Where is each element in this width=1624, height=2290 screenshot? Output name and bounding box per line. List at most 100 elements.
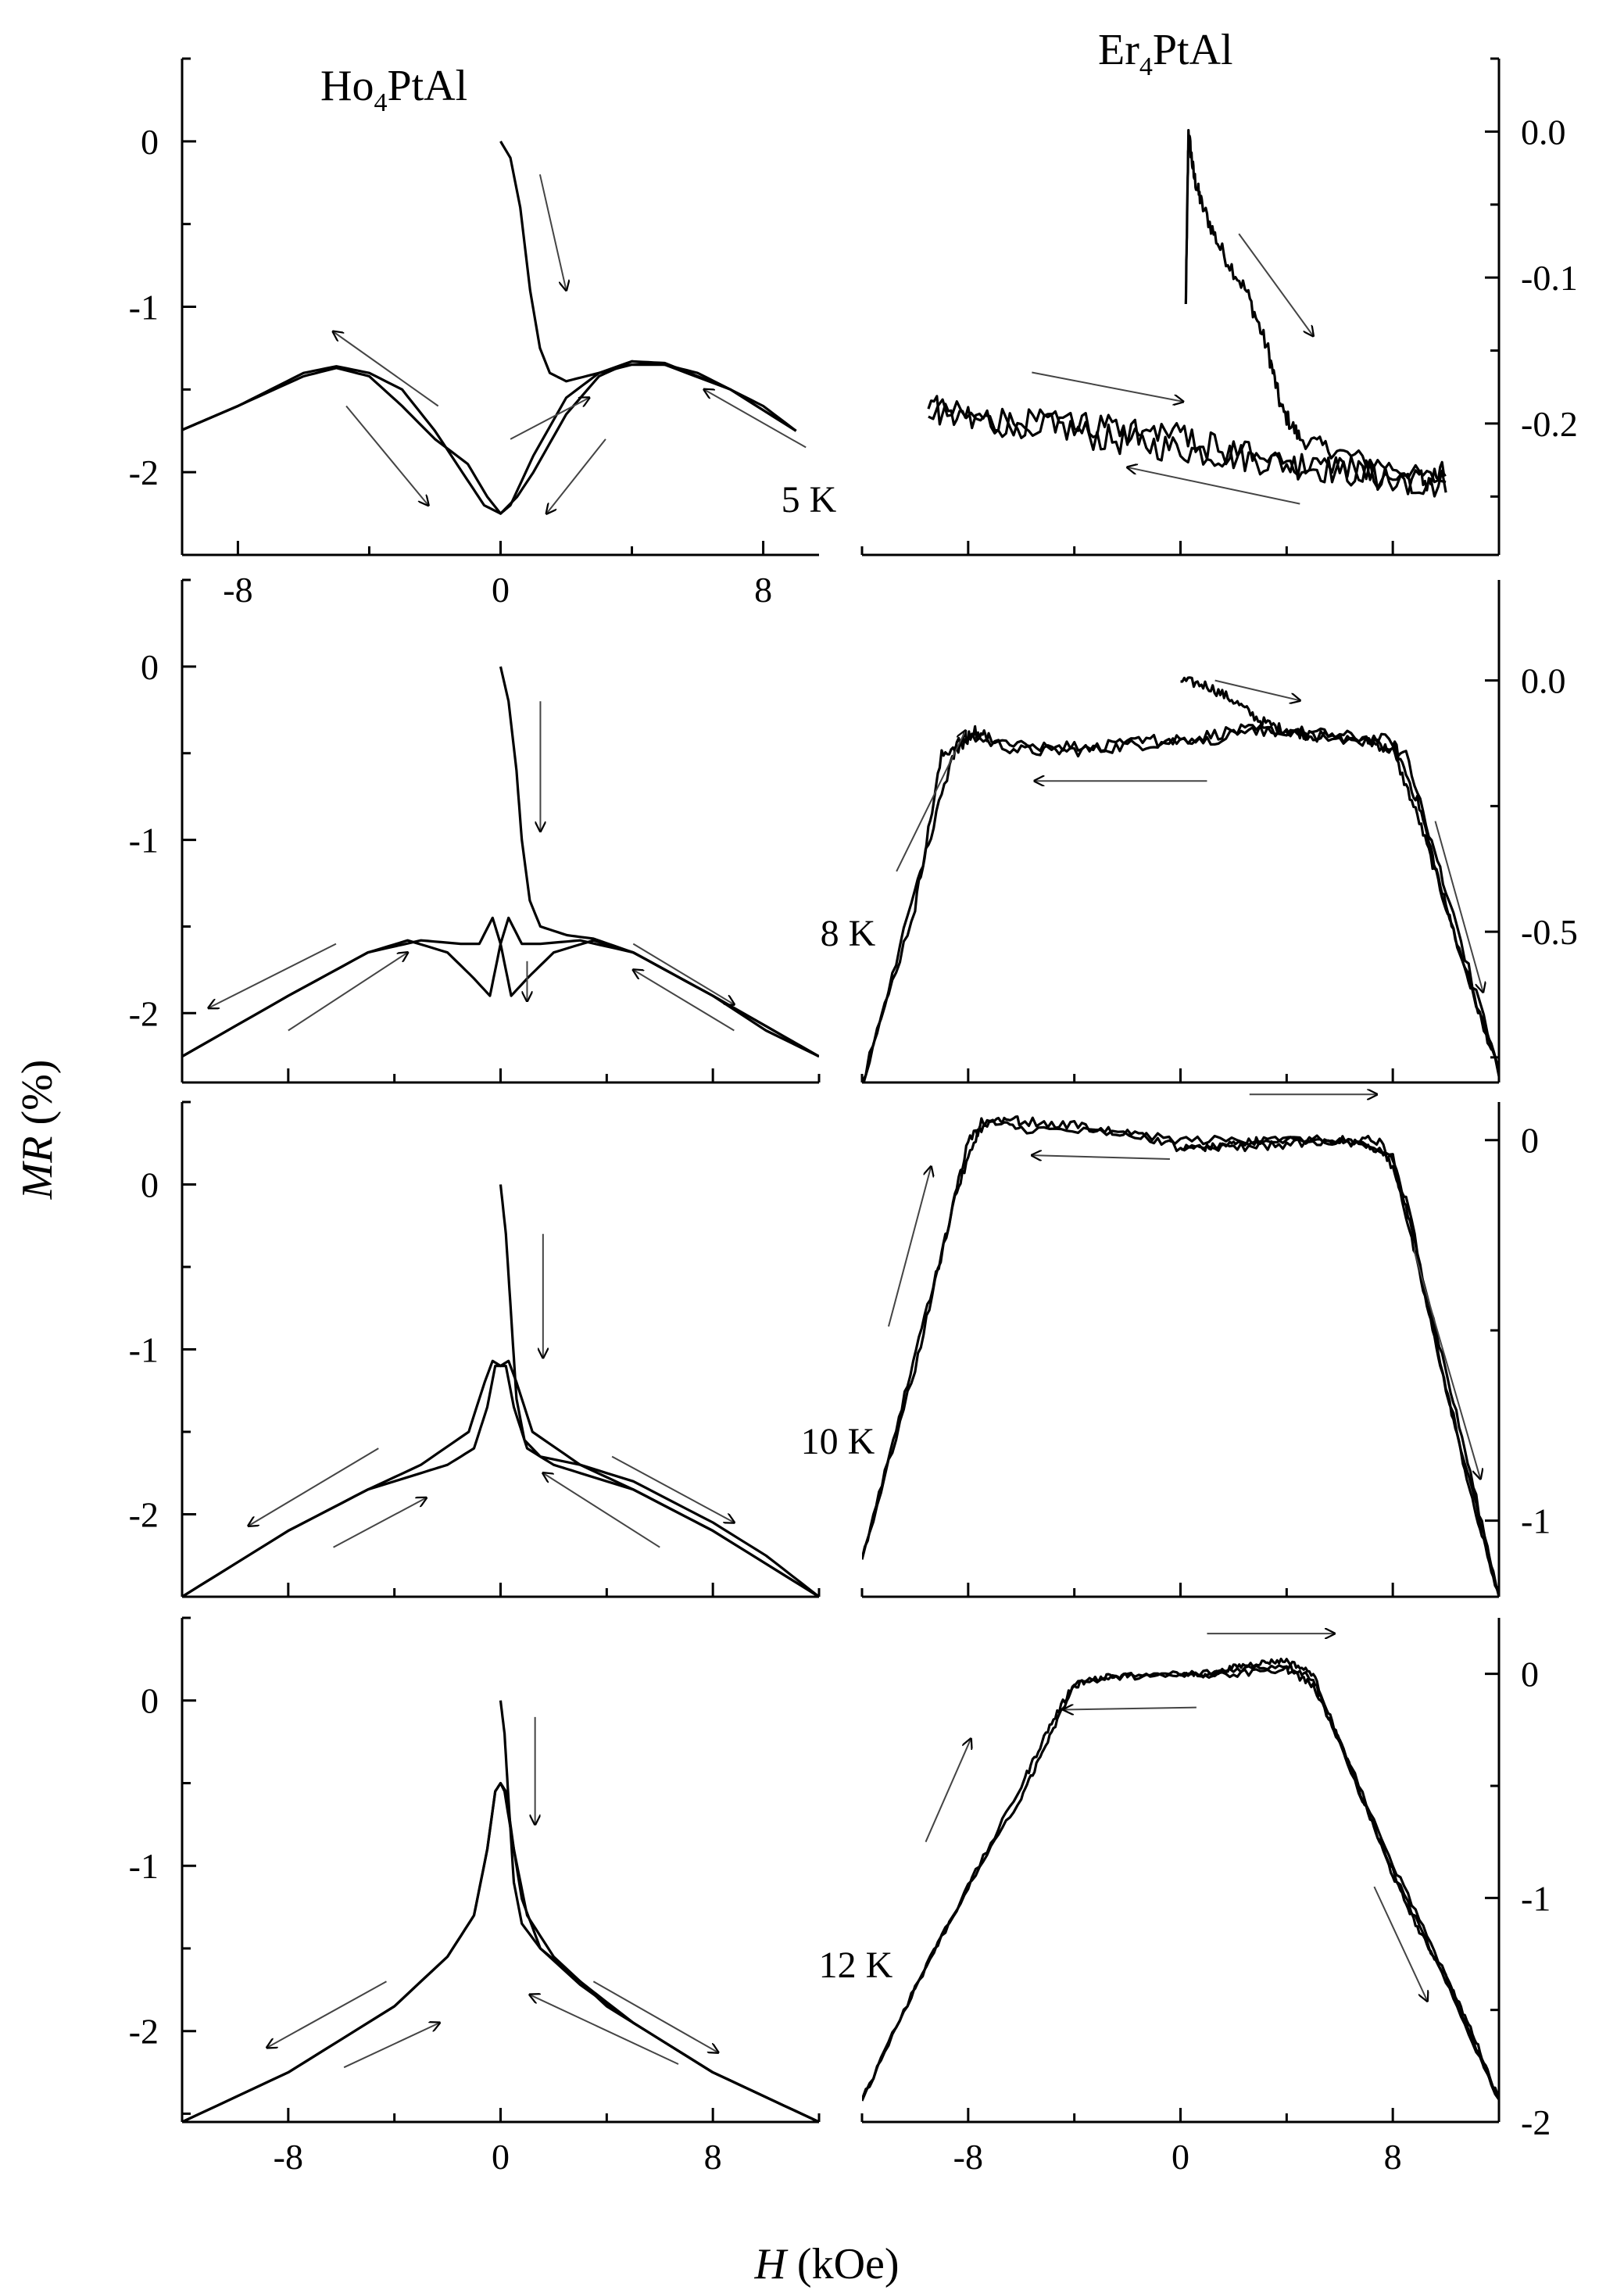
x-tick-label: 8 xyxy=(704,2137,722,2177)
panel-4: 0.0 -0.5 xyxy=(860,580,1578,1084)
x-tick-label: -8 xyxy=(223,570,252,610)
y-tick-label: 0 xyxy=(141,122,159,162)
sweep-arrow xyxy=(896,731,965,872)
x-tick-label: 8 xyxy=(754,570,772,610)
y-tick-label: -1 xyxy=(129,1846,159,1886)
x-axis-title: H (kOe) xyxy=(753,2240,899,2288)
series-ascending xyxy=(862,723,1499,1082)
panel-5: 0 -1 -2 10 K xyxy=(129,1100,875,1598)
sweep-arrow xyxy=(530,1995,679,2065)
series-virgin xyxy=(1179,1136,1499,1597)
series-descending xyxy=(182,1359,819,1597)
sweep-arrow xyxy=(288,953,408,1032)
sweep-arrow xyxy=(633,970,735,1032)
sweep-arrow xyxy=(1434,821,1483,993)
y-tick-label: -2 xyxy=(1521,2102,1551,2142)
sweep-arrow xyxy=(632,943,734,1005)
sweep-arrow xyxy=(611,1455,734,1522)
y-tick-label: 0 xyxy=(141,1681,159,1721)
sweep-arrow xyxy=(1373,1886,1427,2001)
sweep-arrow xyxy=(546,438,606,513)
panel-7: -8 0 8 0 -1 -2 12 K xyxy=(129,1616,893,2177)
series-ascending xyxy=(182,360,797,515)
y-tick-label: 0.0 xyxy=(1521,661,1566,701)
series-descending xyxy=(182,1781,819,2122)
sweep-arrow xyxy=(1128,467,1300,505)
sweep-arrow xyxy=(592,1980,718,2052)
sweep-arrow xyxy=(1413,1250,1480,1479)
y-tick-label: 0 xyxy=(1521,1121,1539,1161)
y-tick-label: -0.2 xyxy=(1521,404,1578,444)
panel-6: 0 -1 xyxy=(860,1094,1551,1598)
y-tick-label: -0.5 xyxy=(1521,912,1578,952)
series-virgin xyxy=(1180,1657,1499,2100)
series-descending xyxy=(182,916,819,1058)
series-descending xyxy=(862,724,1499,1082)
y-tick-label: -0.1 xyxy=(1521,258,1578,298)
temperature-label: 12 K xyxy=(819,1945,893,1986)
y-tick-label: -1 xyxy=(129,288,159,327)
sweep-arrow xyxy=(343,2023,439,2069)
series-descending xyxy=(927,395,1447,498)
temperature-label: 5 K xyxy=(782,479,837,521)
series-ascending xyxy=(182,1781,819,2122)
title-er4ptal: Er4PtAl xyxy=(1098,26,1233,81)
sweep-arrow xyxy=(1032,371,1183,402)
title-er-base: Er xyxy=(1098,26,1139,74)
y-tick-label: 0 xyxy=(1521,1655,1539,1694)
title-ho-base: Ho xyxy=(320,62,374,110)
series-virgin xyxy=(1184,129,1447,484)
x-axis-title-unit: (kOe) xyxy=(786,2240,900,2288)
sweep-arrow xyxy=(1238,233,1313,336)
y-tick-label: -1 xyxy=(1521,1878,1551,1918)
title-er-rest: PtAl xyxy=(1153,26,1233,74)
y-tick-label: -1 xyxy=(129,1330,159,1370)
series-ascending xyxy=(182,1359,819,1597)
title-ho-rest: PtAl xyxy=(387,62,467,110)
temperature-label: 8 K xyxy=(821,913,876,954)
sweep-arrow xyxy=(1032,1155,1170,1159)
title-er-sub: 4 xyxy=(1139,52,1153,81)
panel-2: 0.0 -0.1 -0.2 xyxy=(860,57,1578,556)
x-tick-label: 0 xyxy=(492,2137,510,2177)
series-ascending xyxy=(862,1117,1499,1597)
temperature-label: 10 K xyxy=(801,1421,875,1462)
y-axis-title-unit: (%) xyxy=(13,1060,62,1136)
y-axis-title: MR (%) xyxy=(13,1060,62,1200)
panel-8: -8 0 8 0 -1 -2 xyxy=(860,1618,1551,2177)
x-tick-label: -8 xyxy=(274,2137,303,2177)
y-tick-label: 0 xyxy=(141,647,159,687)
sweep-arrow xyxy=(333,331,439,407)
series-virgin xyxy=(499,666,819,1058)
sweep-arrow xyxy=(1064,1708,1197,1710)
y-tick-label: -1 xyxy=(1521,1501,1551,1541)
x-tick-label: 0 xyxy=(1171,2137,1189,2177)
y-tick-label: 0.0 xyxy=(1521,112,1566,152)
x-tick-label: -8 xyxy=(953,2137,983,2177)
sweep-arrow xyxy=(543,1473,660,1548)
x-axis-title-italic: H xyxy=(753,2240,788,2288)
panel-3: 0 -1 -2 8 K xyxy=(129,578,876,1084)
series-virgin xyxy=(499,140,797,432)
y-tick-label: -2 xyxy=(129,2012,159,2052)
y-tick-label: -2 xyxy=(129,1495,159,1535)
sweep-arrow xyxy=(704,389,807,449)
y-tick-label: -2 xyxy=(129,453,159,492)
y-tick-label: 0 xyxy=(141,1165,159,1205)
x-tick-label: 0 xyxy=(492,570,510,610)
sweep-arrow xyxy=(1214,679,1300,701)
y-axis-title-italic: MR xyxy=(13,1136,62,1200)
title-ho-sub: 4 xyxy=(374,88,387,117)
series-ascending xyxy=(862,1662,1499,2102)
series-ascending xyxy=(928,398,1447,496)
sweep-arrow xyxy=(333,1497,427,1548)
sweep-arrow xyxy=(887,1167,931,1327)
sweep-arrow xyxy=(925,1739,971,1843)
panel-1: -8 0 8 0 -1 -2 5 K xyxy=(129,57,837,610)
series-ascending xyxy=(182,916,819,1058)
y-tick-label: -2 xyxy=(129,993,159,1033)
title-ho4ptal: Ho4PtAl xyxy=(320,62,467,117)
sweep-arrow xyxy=(249,1447,379,1526)
sweep-arrow xyxy=(345,405,428,506)
